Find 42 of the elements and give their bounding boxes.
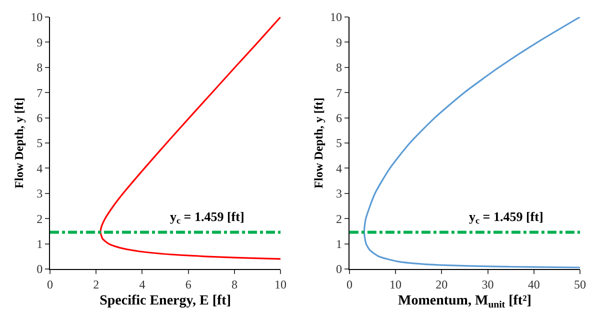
y-tick-label: 7 [36,86,43,100]
y-tick-label: 4 [336,161,342,176]
y-tick-label: 3 [36,186,43,201]
y-tick-label: 7 [336,86,342,100]
x-tick-label: 6 [185,277,192,292]
x-tick-label: 10 [390,277,402,292]
x-tick-label: 0 [346,277,352,292]
y-tick-label: 2 [36,212,43,226]
x-tick-label: 8 [231,277,238,292]
x-tick-label: 20 [436,277,448,292]
ref-line-label: y$_{c}$ = 1.459 [ft] [170,209,244,226]
y-tick-label: 9 [36,35,43,50]
x-tick-label: 4 [139,277,146,292]
y-tick-label: 9 [336,35,342,50]
y-tick-label: 0 [36,262,43,276]
line-series [363,17,580,268]
x-tick-label: 10 [274,277,287,292]
x-axis-title: Momentum, M$_{unit}$ [ft²] [398,294,532,311]
y-axis-title: Flow Depth, y [ft] [12,98,26,188]
y-tick-label: 6 [36,111,43,125]
y-tick-label: 5 [336,136,342,150]
x-tick-label: 2 [93,277,100,292]
x-axis-title: Specific Energy, E [ft] [100,294,231,309]
y-tick-label: 8 [36,60,43,75]
x-tick-label: 30 [482,277,494,292]
y-axis-title: Flow Depth, y [ft] [311,98,326,188]
y-tick-label: 2 [336,212,342,226]
y-tick-label: 8 [336,60,342,75]
y-tick-label: 10 [330,10,342,24]
y-tick-label: 3 [336,186,342,201]
y-tick-label: 0 [336,262,342,276]
x-tick-label: 50 [574,277,586,292]
y-tick-label: 6 [336,111,342,125]
x-tick-label: 0 [47,277,53,292]
y-tick-label: 4 [36,161,43,176]
x-tick-label: 40 [528,277,540,292]
ref-line-label: y$_{c}$ = 1.459 [ft] [469,209,544,226]
y-tick-label: 1 [36,237,43,251]
line-series [100,17,281,260]
y-tick-label: 5 [36,136,43,150]
y-tick-label: 1 [336,237,342,251]
y-tick-label: 10 [30,10,43,24]
